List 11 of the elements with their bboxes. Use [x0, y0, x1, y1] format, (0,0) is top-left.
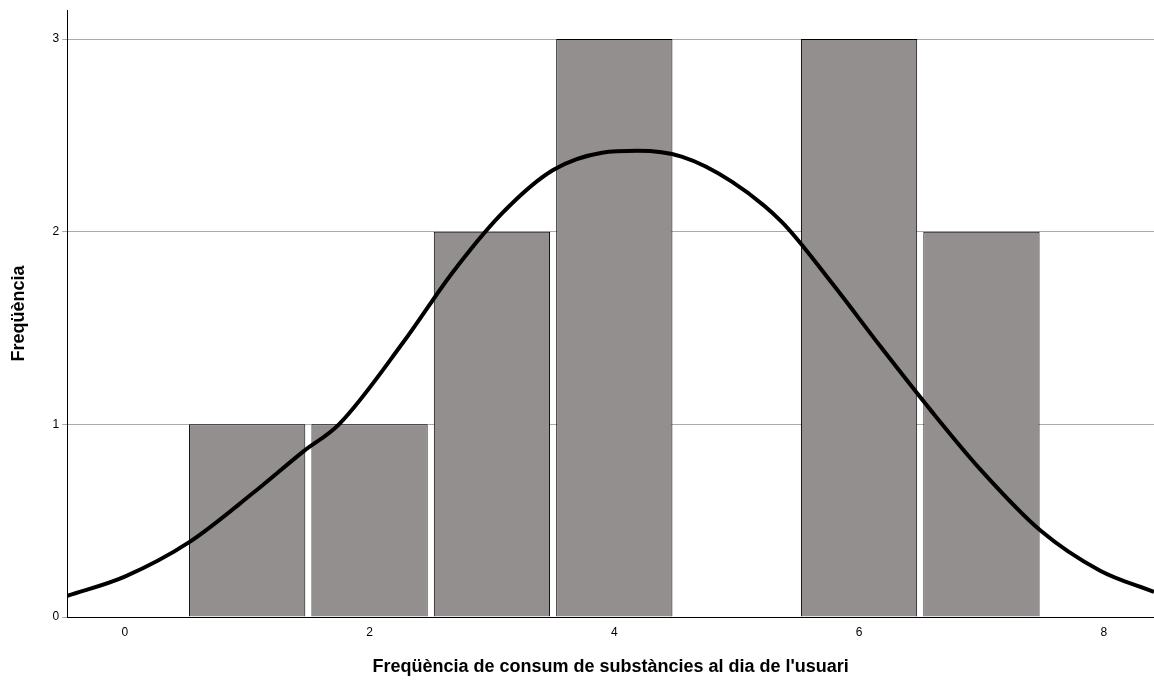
y-tick-label: 2	[52, 224, 60, 239]
y-axis-title: Freqüència	[7, 264, 28, 362]
y-tick-label: 1	[52, 416, 60, 431]
x-tick-label: 2	[366, 624, 374, 639]
x-tick-label: 8	[1100, 624, 1108, 639]
x-tick-label: 4	[610, 624, 618, 639]
x-tick-label: 6	[855, 624, 863, 639]
y-tick-label: 0	[52, 609, 60, 624]
y-tick-label: 3	[52, 31, 60, 46]
x-axis-title: Freqüència de consum de substàncies al dia de l'usuari	[372, 656, 849, 677]
x-tick-label: 0	[121, 624, 129, 639]
